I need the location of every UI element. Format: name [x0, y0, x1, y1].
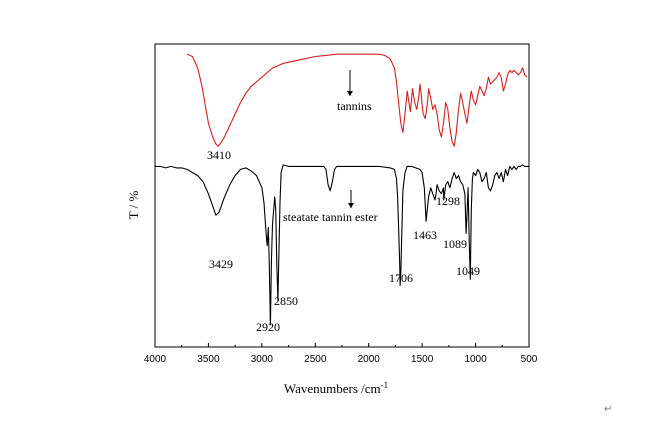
- plot-frame: [154, 43, 530, 348]
- peak-label-1089: 1089: [443, 237, 467, 251]
- ester-label: steatate tannin ester: [283, 210, 378, 224]
- series-tannins-line: [186, 53, 528, 147]
- peak-label-1706: 1706: [389, 271, 413, 285]
- series-ester-line: [155, 164, 529, 326]
- peak-label-1463: 1463: [413, 228, 437, 242]
- x-tick-label: 3500: [197, 354, 220, 365]
- tannins-label-arrowhead: [347, 91, 353, 96]
- peak-label-3410: 3410: [207, 148, 231, 162]
- x-tick-label: 2000: [358, 354, 381, 365]
- ester-label-arrowhead: [348, 203, 354, 208]
- x-tick-label: 500: [521, 354, 538, 365]
- x-tick-label: 1000: [464, 354, 487, 365]
- tannins-label: tannins: [337, 99, 372, 113]
- peak-label-2850: 2850: [274, 294, 298, 308]
- y-axis-label: T / %: [126, 191, 141, 220]
- x-tick-label: 4000: [144, 354, 167, 365]
- x-tick-label: 1500: [411, 354, 434, 365]
- peak-label-1298: 1298: [436, 194, 460, 208]
- x-tick-label: 3000: [251, 354, 274, 365]
- x-axis-label: Wavenumbers /cm-1: [284, 380, 388, 396]
- return-glyph: ↵: [604, 404, 613, 415]
- x-tick-label: 2500: [304, 354, 327, 365]
- peak-label-3429: 3429: [209, 257, 233, 271]
- peak-label-1049: 1049: [456, 264, 480, 278]
- peak-label-2920: 2920: [256, 320, 280, 334]
